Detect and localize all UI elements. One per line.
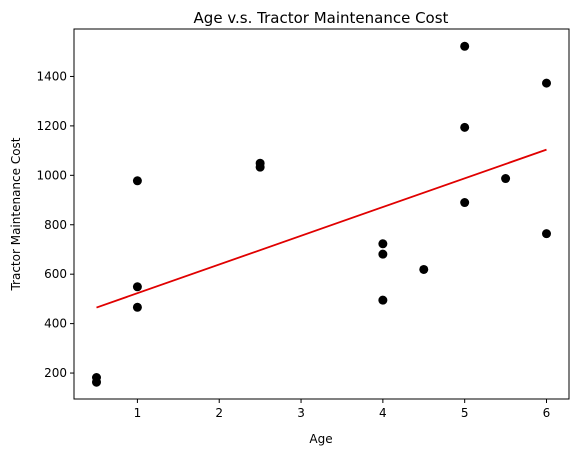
y-axis-label: Tractor Maintenance Cost	[9, 137, 23, 291]
x-axis-label: Age	[309, 432, 332, 446]
y-tick-label: 1000	[36, 168, 67, 182]
y-tick-label: 600	[44, 267, 67, 281]
y-tick-label: 1400	[36, 69, 67, 83]
data-point	[132, 302, 142, 312]
data-point	[460, 122, 470, 132]
data-point	[542, 229, 551, 239]
data-point	[132, 176, 142, 186]
data-point	[460, 41, 470, 51]
y-axis: 200 400 600 800 1000 1200 1400	[36, 69, 74, 380]
x-tick-label: 5	[461, 406, 469, 420]
x-tick-label: 1	[134, 406, 142, 420]
data-point	[501, 174, 511, 184]
data-point	[255, 162, 265, 172]
data-point	[92, 377, 101, 387]
data-point	[378, 249, 388, 259]
y-tick-label: 800	[44, 218, 67, 232]
regression-line	[96, 148, 547, 309]
plot-frame	[73, 28, 570, 400]
data-point	[419, 264, 429, 274]
y-tick-label: 1200	[36, 119, 67, 133]
x-tick-label: 6	[543, 406, 551, 420]
data-point	[378, 239, 388, 249]
data-point	[378, 295, 388, 305]
chart-title: Age v.s. Tractor Maintenance Cost	[194, 9, 449, 27]
x-tick-label: 4	[379, 406, 387, 420]
x-tick-label: 2	[215, 406, 223, 420]
data-point	[542, 78, 551, 88]
data-point	[132, 282, 142, 292]
x-axis: 1 2 3 4 5 6	[134, 399, 551, 420]
y-tick-label: 200	[44, 366, 67, 380]
x-tick-label: 3	[297, 406, 305, 420]
y-tick-label: 400	[44, 317, 67, 331]
data-point	[460, 198, 470, 208]
